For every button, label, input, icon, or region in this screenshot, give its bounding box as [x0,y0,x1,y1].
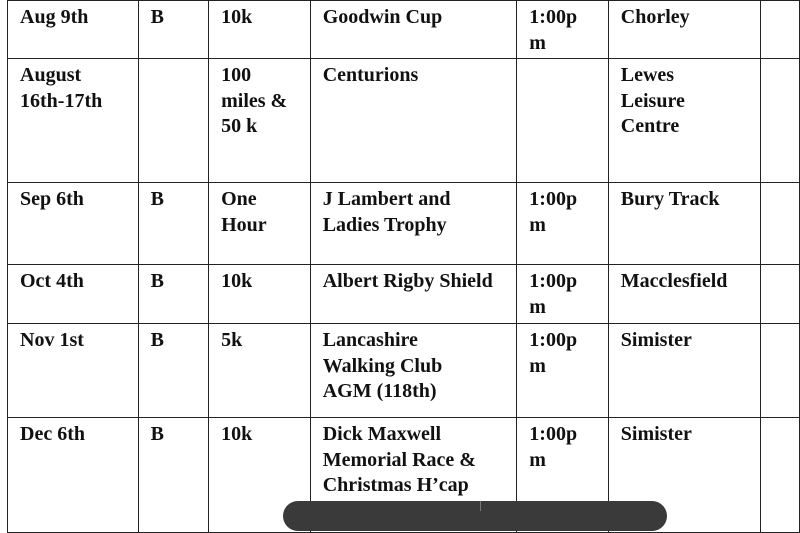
cell-grade [137,58,210,183]
cell-grade: B [137,417,210,533]
floating-toolbar[interactable] [283,501,667,531]
cell-venue: Macclesfield [607,264,762,324]
table-row: Aug 9th B 10k Goodwin Cup 1:00p m Chorley [7,0,800,59]
cell-extra [760,323,800,418]
cell-extra [760,182,800,265]
fixtures-table: Aug 9th B 10k Goodwin Cup 1:00p m Chorley Augu… [7,0,800,533]
cell-date: Sep 6th [7,182,139,265]
cell-venue: Lewes Leisure Centre [607,58,762,183]
table-row: Sep 6th B One Hour J Lambert and Ladies Tro… [7,182,800,265]
toolbar-divider [480,501,481,511]
cell-event: J Lambert and Ladies Trophy [309,182,518,265]
cell-date: August 16th-17th [7,58,139,183]
cell-distance: One Hour [208,182,311,265]
cell-date: Aug 9th [7,0,139,59]
cell-grade: B [137,0,210,59]
cell-event: Goodwin Cup [309,0,518,59]
table-row: August 16th-17th 100 miles & 50 k Centurio… [7,58,800,183]
cell-date: Dec 6th [7,417,139,533]
cell-extra [760,0,800,59]
cell-event: Albert Rigby Shield [309,264,518,324]
cell-event: Centurions [309,58,518,183]
cell-event: Lancashire Walking Club AGM (118th) [309,323,518,418]
cell-extra [760,417,800,533]
cell-time [516,58,609,183]
cell-grade: B [137,264,210,324]
cell-extra [760,58,800,183]
cell-time: 1:00p m [516,323,609,418]
cell-time: 1:00p m [516,264,609,324]
cell-distance: 10k [208,0,311,59]
cell-date: Oct 4th [7,264,139,324]
cell-venue: Bury Track [607,182,762,265]
cell-venue: Simister [607,323,762,418]
table-row: Nov 1st B 5k Lancashire Walking Club AGM (1… [7,323,800,418]
cell-venue: Chorley [607,0,762,59]
cell-extra [760,264,800,324]
cell-grade: B [137,323,210,418]
cell-time: 1:00p m [516,0,609,59]
cell-date: Nov 1st [7,323,139,418]
cell-distance: 5k [208,323,311,418]
table-row: Oct 4th B 10k Albert Rigby Shield 1:00p m Mac… [7,264,800,324]
cell-time: 1:00p m [516,182,609,265]
cell-distance: 100 miles & 50 k [208,58,311,183]
cell-grade: B [137,182,210,265]
cell-distance: 10k [208,264,311,324]
